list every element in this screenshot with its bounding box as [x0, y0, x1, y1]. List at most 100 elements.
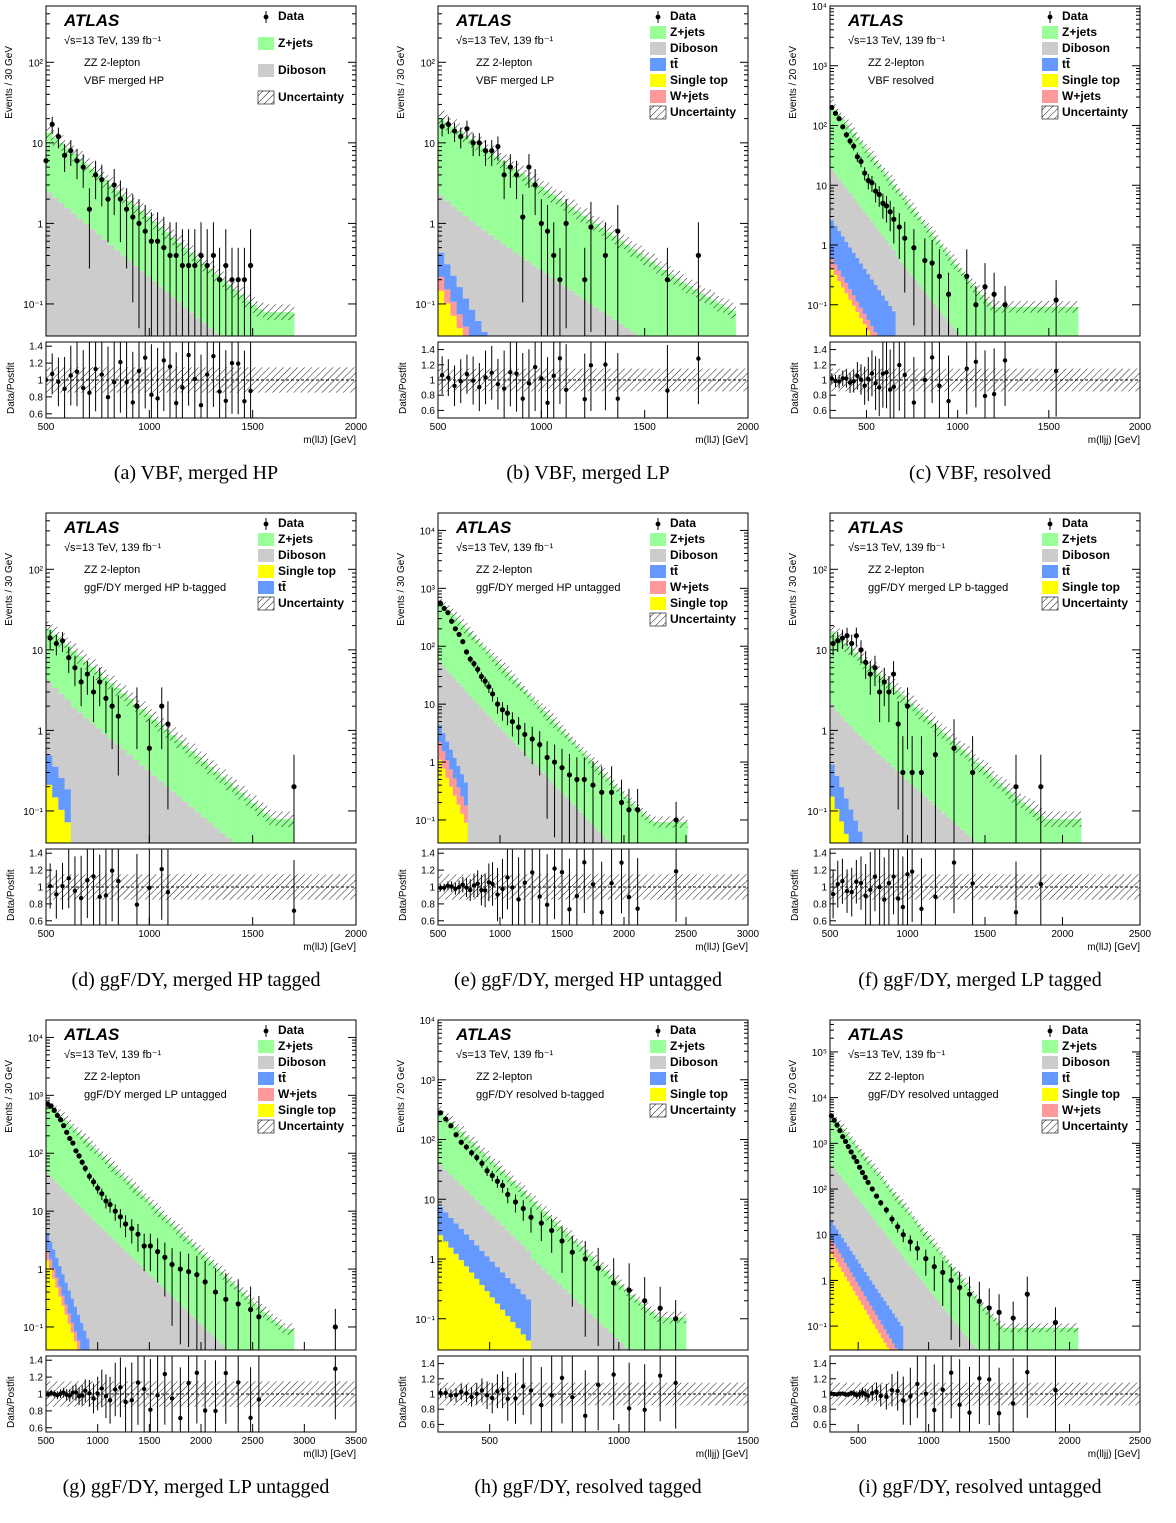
legend-swatch-ttbar: [258, 581, 274, 594]
bin-zjets: [537, 186, 544, 270]
data-point: [532, 182, 538, 188]
bin-diboson: [120, 1247, 124, 1350]
bin-zjets: [597, 769, 602, 833]
bin-zjets: [858, 1149, 862, 1201]
x-tick-label: 2000: [1058, 1436, 1081, 1447]
bin-zjets: [145, 714, 152, 771]
bin-diboson: [902, 266, 907, 336]
bin-zjets: [163, 1217, 168, 1290]
bin-uncertainty: [157, 219, 165, 235]
data-point: [529, 736, 535, 742]
bin-zjets: [834, 635, 840, 712]
bin-uncertainty: [244, 1290, 248, 1302]
bin-diboson: [145, 276, 152, 336]
bin-zjets: [1030, 1327, 1034, 1350]
bin-diboson: [908, 1265, 913, 1350]
ratio-point: [501, 386, 507, 391]
legend-swatch-uncertainty: [1041, 1119, 1059, 1134]
ratio-tick-label: 1.4: [29, 342, 43, 353]
bin-zjets: [675, 1317, 682, 1350]
bin-ttbar: [849, 1250, 853, 1273]
legend-label-wjets: W+jets: [1062, 89, 1101, 103]
bin-singletop: [866, 1314, 870, 1350]
bin-ttbar: [866, 1276, 870, 1302]
bin-zjets: [1018, 1327, 1022, 1350]
ratio-point: [192, 376, 197, 382]
bin-zjets: [83, 164, 90, 224]
ratio-point: [932, 1407, 937, 1413]
bin-zjets: [1048, 306, 1053, 336]
subfigure-caption: (f) ggF/DY, merged LP tagged: [858, 969, 1102, 991]
bin-diboson: [939, 1305, 944, 1350]
ratio-point: [452, 383, 457, 388]
bin-ttbar: [489, 1261, 496, 1298]
data-point: [828, 1113, 835, 1119]
ratio-tick-label: 1: [37, 1390, 43, 1401]
data-point: [129, 1225, 135, 1232]
bin-diboson: [139, 765, 146, 843]
bin-ttbar: [67, 1290, 72, 1314]
bin-uncertainty: [895, 183, 900, 196]
legend-label-diboson: Diboson: [1062, 41, 1110, 55]
ratio-point: [61, 1390, 66, 1395]
bin-uncertainty: [519, 681, 524, 694]
bin-ttbar: [877, 1292, 882, 1320]
bin-uncertainty: [934, 1242, 938, 1251]
bin-zjets: [101, 677, 109, 734]
bin-uncertainty: [482, 642, 487, 654]
bin-uncertainty: [848, 122, 853, 135]
data-point: [167, 252, 173, 259]
bin-zjets: [515, 1186, 521, 1241]
legend-label-data: Data: [278, 1023, 304, 1037]
data-point: [67, 1135, 73, 1142]
bin-uncertainty: [1029, 801, 1035, 818]
bin-uncertainty: [275, 811, 282, 827]
energy-lumi-label: √s=13 TeV, 139 fb⁻¹: [456, 1049, 554, 1061]
bin-uncertainty: [873, 155, 878, 168]
bin-zjets: [911, 1217, 915, 1270]
bin-wjets: [49, 1259, 53, 1270]
bin-zjets: [170, 735, 177, 792]
legend-swatch-diboson: [258, 549, 274, 562]
bin-uncertainty: [86, 1136, 90, 1148]
bin-wjets: [52, 1268, 56, 1279]
x-tick-label: 1000: [918, 1436, 941, 1447]
bin-singletop: [64, 1314, 68, 1350]
bin-ttbar: [484, 1256, 490, 1292]
bin-singletop: [52, 1278, 56, 1350]
bin-uncertainty: [851, 127, 856, 140]
data-point: [1002, 302, 1008, 308]
ratio-group: [438, 849, 748, 925]
ratio-point: [460, 882, 465, 887]
y-tick-label: 10⁵: [812, 1048, 827, 1059]
legend-label-singletop: Single top: [670, 73, 728, 87]
y-tick-label: 1: [429, 758, 435, 769]
bin-uncertainty: [250, 795, 258, 811]
bin-zjets: [445, 608, 450, 671]
bin-singletop: [855, 312, 860, 336]
bin-zjets: [848, 128, 853, 193]
bin-uncertainty: [1049, 1323, 1053, 1333]
bin-zjets: [185, 1238, 189, 1311]
bin-diboson: [504, 734, 509, 843]
channel-label: ZZ 2-lepton: [476, 57, 532, 69]
ratio-point: [99, 372, 105, 377]
bin-uncertainty: [1059, 301, 1064, 313]
bin-uncertainty: [269, 304, 276, 320]
data-point: [858, 647, 864, 653]
ratio-point: [198, 403, 204, 408]
bin-zjets: [877, 1174, 882, 1226]
bin-zjets: [1071, 819, 1077, 843]
bin-zjets: [52, 1108, 56, 1180]
bin-diboson: [562, 286, 569, 336]
bin-zjets: [160, 1214, 165, 1287]
legend-label-diboson: Diboson: [278, 1055, 326, 1069]
bin-zjets: [531, 1201, 537, 1260]
bin-zjets: [1067, 819, 1073, 843]
bin-zjets: [438, 118, 445, 196]
data-point: [848, 1149, 854, 1155]
region-label: ggF/DY merged HP untagged: [476, 582, 621, 594]
bin-diboson: [852, 1193, 856, 1256]
atlas-label: ATLAS: [455, 11, 512, 30]
bin-uncertainty: [232, 1278, 236, 1290]
